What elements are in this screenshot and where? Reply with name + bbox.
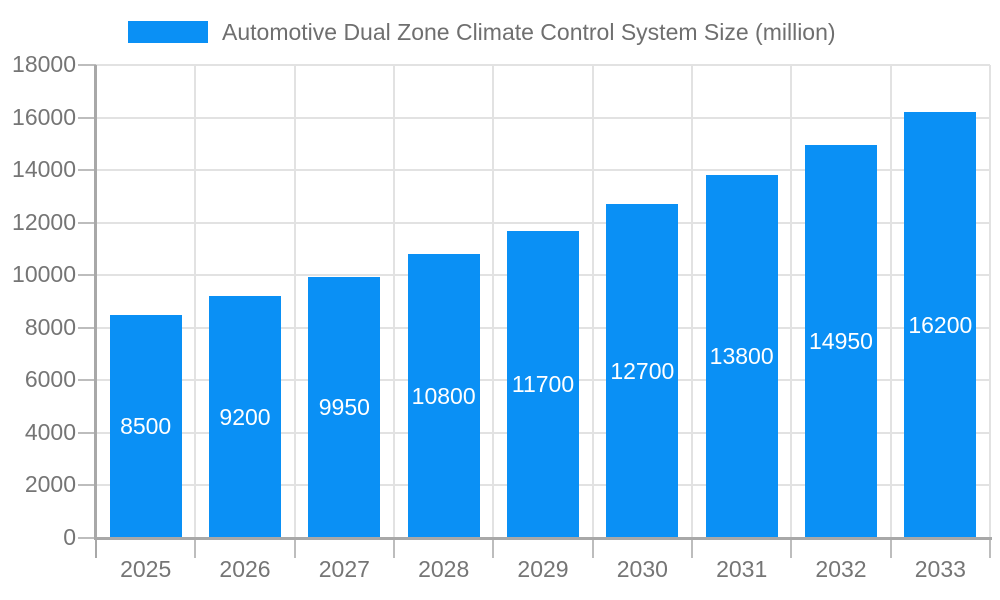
bar-value-label: 9950 <box>318 393 370 420</box>
y-tick-label: 12000 <box>12 208 76 235</box>
y-tick-label: 2000 <box>24 471 76 498</box>
y-axis-line <box>94 65 97 540</box>
bar-value-label: 16200 <box>908 311 973 338</box>
x-tick-label: 2029 <box>517 556 569 582</box>
x-tick <box>95 538 97 558</box>
x-tick-label: 2031 <box>716 556 768 582</box>
bar-value-label: 14950 <box>809 328 873 355</box>
h-gridline <box>96 64 990 66</box>
x-tick-label: 2030 <box>616 556 668 582</box>
y-tick <box>78 379 96 382</box>
x-tick-label: 2033 <box>914 556 966 582</box>
y-tick <box>78 116 96 119</box>
y-tick <box>78 274 96 277</box>
v-gridline <box>393 65 395 538</box>
bar[interactable]: 8500 <box>109 314 182 538</box>
x-tick-label: 2027 <box>318 556 370 582</box>
x-tick <box>393 538 395 558</box>
legend-label: Automotive Dual Zone Climate Control Sys… <box>222 18 836 45</box>
h-gridline <box>96 221 990 224</box>
y-tick-label: 18000 <box>12 50 76 77</box>
x-tick-label: 2025 <box>120 556 172 582</box>
bar-value-label: 12700 <box>610 357 675 384</box>
bar-value-label: 13800 <box>709 343 774 370</box>
bar[interactable]: 9200 <box>209 296 281 538</box>
y-tick <box>78 169 96 172</box>
v-gridline <box>790 65 793 538</box>
x-tick <box>194 538 197 558</box>
y-tick <box>78 484 96 487</box>
x-tick <box>790 538 793 558</box>
bar[interactable]: 9950 <box>308 276 381 538</box>
v-gridline <box>194 65 197 538</box>
x-tick-label: 2026 <box>219 556 271 582</box>
y-tick-label: 8000 <box>24 313 76 340</box>
bar[interactable]: 13800 <box>705 175 778 538</box>
y-tick <box>78 64 96 66</box>
x-tick <box>691 538 693 558</box>
x-tick-label: 2028 <box>418 556 470 582</box>
bar[interactable]: 12700 <box>606 204 679 538</box>
h-gridline <box>96 169 990 172</box>
x-tick <box>989 538 991 558</box>
y-tick-label: 6000 <box>24 366 76 393</box>
y-tick <box>78 537 96 539</box>
bar[interactable]: 11700 <box>507 230 579 538</box>
v-gridline <box>591 65 594 538</box>
y-tick-label: 4000 <box>24 418 76 445</box>
x-tick <box>492 538 495 558</box>
v-gridline <box>492 65 495 538</box>
x-tick <box>591 538 594 558</box>
x-axis-line <box>94 537 992 540</box>
v-gridline <box>293 65 296 538</box>
chart-legend[interactable]: Automotive Dual Zone Climate Control Sys… <box>128 18 836 46</box>
bar-value-label: 10800 <box>411 382 476 409</box>
x-tick-label: 2032 <box>815 556 867 582</box>
bar-value-label: 9200 <box>219 403 271 430</box>
legend-swatch <box>128 21 208 43</box>
h-gridline <box>96 116 990 119</box>
y-tick-label: 0 <box>63 523 76 550</box>
y-tick <box>78 326 96 329</box>
y-tick <box>78 431 96 434</box>
v-gridline <box>691 65 693 538</box>
bar[interactable]: 16200 <box>904 112 977 538</box>
bar-value-label: 11700 <box>511 370 575 397</box>
y-tick-label: 10000 <box>12 261 76 288</box>
x-tick <box>293 538 296 558</box>
v-gridline <box>989 65 991 538</box>
v-gridline <box>889 65 892 538</box>
y-tick-label: 16000 <box>12 103 76 130</box>
bar-value-label: 8500 <box>120 412 172 439</box>
x-tick <box>889 538 892 558</box>
bar[interactable]: 14950 <box>805 145 877 538</box>
y-tick <box>78 221 96 224</box>
y-tick-label: 14000 <box>12 156 76 183</box>
bar[interactable]: 10800 <box>407 254 480 538</box>
